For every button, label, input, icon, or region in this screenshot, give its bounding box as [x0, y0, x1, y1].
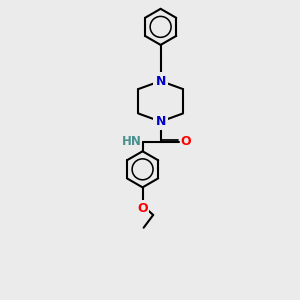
Text: O: O: [137, 202, 148, 214]
Text: N: N: [155, 74, 166, 88]
Text: HN: HN: [122, 135, 142, 148]
Text: O: O: [180, 135, 191, 148]
Text: N: N: [155, 115, 166, 128]
